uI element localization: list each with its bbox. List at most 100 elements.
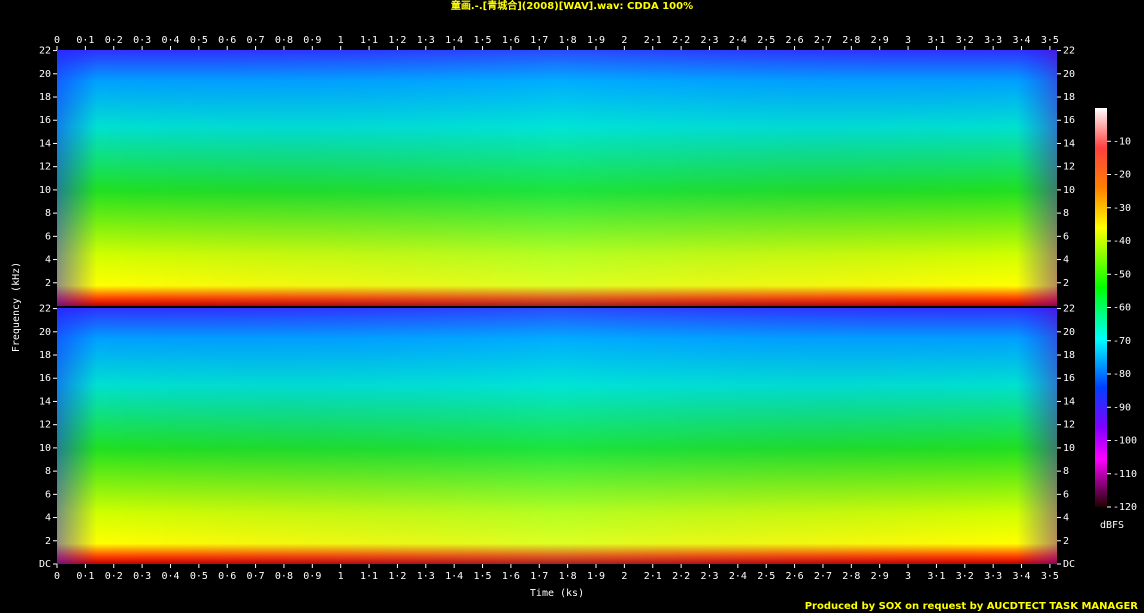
colorbar-tick-label: -50 (1113, 269, 1131, 280)
x-tick-label: 3 (905, 35, 911, 46)
x-tick-label: 3·3 (984, 571, 1002, 582)
y-tick-label: 8 (45, 466, 51, 477)
y-tick-label: 20 (1063, 327, 1075, 338)
y-tick-label: 14 (39, 138, 51, 149)
y-tick-label: 14 (39, 396, 51, 407)
x-tick-label: 0·6 (218, 571, 236, 582)
x-tick-label: 1·5 (474, 571, 492, 582)
y-axis-label: Frequency (kHz) (11, 262, 22, 352)
x-tick-label: 2·1 (644, 35, 662, 46)
y-tick-label: 22 (39, 46, 51, 57)
x-tick-label: 3·5 (1041, 35, 1059, 46)
x-tick-label: 0·3 (133, 35, 151, 46)
x-tick-label: 1·1 (360, 571, 378, 582)
y-tick-label: 2 (45, 536, 51, 547)
y-tick-label: 16 (39, 115, 51, 126)
colorbar-tick-label: -30 (1113, 203, 1131, 214)
x-tick-label: 1·9 (587, 35, 605, 46)
x-tick-label: 1·6 (502, 571, 520, 582)
x-tick-label: 2·2 (672, 35, 690, 46)
colorbar-tick-label: -80 (1113, 369, 1131, 380)
y-tick-label: 4 (1063, 255, 1069, 266)
y-tick-label: 6 (45, 231, 51, 242)
x-tick-label: 1·8 (559, 571, 577, 582)
y-tick-label: 20 (39, 327, 51, 338)
x-tick-label: 2·8 (842, 571, 860, 582)
y-tick-label: 10 (39, 443, 51, 454)
y-tick-label: 12 (39, 162, 51, 173)
y-tick-label: 2 (1063, 536, 1069, 547)
x-tick-label: 1·1 (360, 35, 378, 46)
x-tick-label: 2·8 (842, 35, 860, 46)
x-tick-label: 3·1 (927, 571, 945, 582)
x-tick-label: 3 (905, 571, 911, 582)
footer: Produced by SOX on request by AUCDTECT T… (805, 601, 1139, 612)
x-tick-label: 1·4 (445, 571, 463, 582)
colorbar-tick-label: -60 (1113, 303, 1131, 314)
spectrogram-texture (57, 50, 1057, 306)
x-tick-label: 1·7 (530, 35, 548, 46)
y-tick-label: 6 (45, 489, 51, 500)
x-tick-label: 2·4 (729, 35, 747, 46)
x-tick-label: 1·3 (417, 35, 435, 46)
x-tick-label: 2·3 (700, 571, 718, 582)
x-tick-label: 3·5 (1041, 571, 1059, 582)
x-tick-label: 0·4 (161, 571, 179, 582)
x-tick-label: 0·5 (190, 35, 208, 46)
x-tick-label: 3·1 (927, 35, 945, 46)
y-tick-label: 10 (1063, 185, 1075, 196)
x-tick-label: 2·9 (871, 35, 889, 46)
y-tick-label: 20 (1063, 69, 1075, 80)
y-tick-label: 20 (39, 69, 51, 80)
y-tick-label: 8 (1063, 466, 1069, 477)
x-tick-label: 0·1 (76, 35, 94, 46)
x-tick-label: 2·9 (871, 571, 889, 582)
x-tick-label: 0·1 (76, 571, 94, 582)
x-tick-label: 2 (621, 571, 627, 582)
y-tick-label: 2 (1063, 278, 1069, 289)
x-tick-label: 0·3 (133, 571, 151, 582)
y-tick-label: 22 (39, 304, 51, 315)
y-tick-label: 2 (45, 278, 51, 289)
x-tick-label: 2·7 (814, 35, 832, 46)
x-tick-label: 2·3 (700, 35, 718, 46)
y-tick-label: 18 (1063, 350, 1075, 361)
y-tick-label: 18 (39, 92, 51, 103)
colorbar-tick-label: -120 (1113, 502, 1137, 513)
x-tick-label: 3·4 (1013, 35, 1031, 46)
spectrogram-texture (57, 308, 1057, 564)
y-tick-label: 22 (1063, 304, 1075, 315)
x-tick-label: 1·3 (417, 571, 435, 582)
colorbar-tick-label: -70 (1113, 336, 1131, 347)
colorbar-tick-label: -100 (1113, 436, 1137, 447)
x-tick-label: 2 (621, 35, 627, 46)
x-axis-label: Time (ks) (530, 588, 584, 599)
y-tick-label: 8 (1063, 208, 1069, 219)
y-tick-label: 12 (1063, 162, 1075, 173)
x-tick-label: 2·5 (757, 35, 775, 46)
x-tick-label: 3·4 (1013, 571, 1031, 582)
colorbar-tick-label: -110 (1113, 469, 1137, 480)
x-tick-label: 0·2 (105, 571, 123, 582)
x-tick-label: 3·2 (956, 571, 974, 582)
x-tick-label: 2·5 (757, 571, 775, 582)
colorbar-tick-label: -40 (1113, 236, 1131, 247)
x-tick-label: 2·6 (786, 571, 804, 582)
colorbar-tick-label: -20 (1113, 170, 1131, 181)
colorbar-tick-label: -10 (1113, 136, 1131, 147)
x-tick-label: 1 (338, 35, 344, 46)
y-tick-label: 16 (1063, 115, 1075, 126)
y-tick-label: 4 (45, 513, 51, 524)
y-tick-label: DC (1063, 559, 1075, 570)
y-tick-label: 14 (1063, 138, 1075, 149)
x-tick-label: 1·6 (502, 35, 520, 46)
colorbar (1095, 108, 1107, 507)
x-tick-label: 1·8 (559, 35, 577, 46)
x-tick-label: 0·7 (247, 35, 265, 46)
x-tick-label: 0·6 (218, 35, 236, 46)
x-tick-label: 2·1 (644, 571, 662, 582)
x-tick-label: 0·2 (105, 35, 123, 46)
y-tick-label: 10 (1063, 443, 1075, 454)
y-tick-label: 12 (39, 420, 51, 431)
